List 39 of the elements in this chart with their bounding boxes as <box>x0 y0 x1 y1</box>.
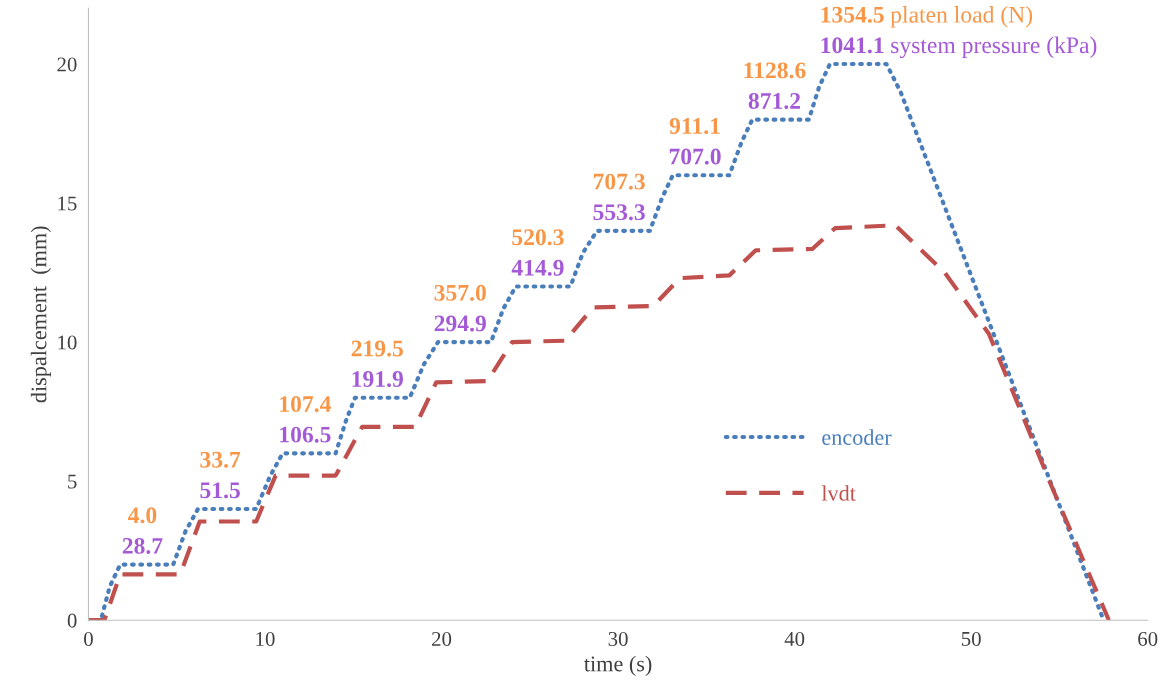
annotation: 28.7 <box>122 537 163 554</box>
x-tick-label: 20 <box>432 631 452 646</box>
annotation: 219.5 <box>351 340 403 357</box>
annotation: 414.9 <box>511 259 564 276</box>
y-tick-label: 10 <box>58 335 77 350</box>
annotation: system pressure (kPa) <box>891 36 1097 59</box>
annotation: 911.1 <box>669 118 720 135</box>
annotation: 1128.6 <box>744 62 806 79</box>
x-tick-label: 50 <box>961 631 981 646</box>
x-axis-title: time (s) <box>584 655 652 676</box>
legend-label: encoder <box>822 429 892 445</box>
y-tick-label: 15 <box>58 196 77 211</box>
legend-label: lvdt <box>821 485 856 501</box>
x-tick-label: 10 <box>256 631 275 646</box>
y-tick-label: 0 <box>67 613 77 628</box>
y-tick-label: 5 <box>68 474 77 489</box>
annotation: 294.9 <box>434 315 486 332</box>
line-series <box>88 223 1111 621</box>
annotation: 106.5 <box>280 426 331 443</box>
x-tick-label: 30 <box>608 631 628 646</box>
annotation: 107.4 <box>280 396 331 413</box>
annotation: 191.9 <box>352 371 403 388</box>
annotation: 871.2 <box>748 92 801 109</box>
y-tick-label: 20 <box>57 57 77 72</box>
annotation: 1041.1 <box>821 37 884 54</box>
annotation: 707.0 <box>669 148 721 165</box>
x-tick-label: 0 <box>84 631 93 646</box>
y-axis-title: dispalcement (mm) <box>30 226 51 403</box>
annotation: 51.5 <box>200 482 240 499</box>
annotation: platen load (N) <box>890 6 1033 28</box>
annotation: 1354.5 <box>821 6 884 23</box>
annotation: 553.3 <box>593 204 645 221</box>
x-tick-label: 60 <box>1138 631 1158 646</box>
annotation: 357.0 <box>434 284 486 301</box>
annotation: 4.0 <box>128 507 157 524</box>
x-tick-label: 40 <box>784 631 805 646</box>
annotation: 33.7 <box>200 451 241 468</box>
annotation: 707.3 <box>593 173 645 190</box>
annotation: 520.3 <box>512 229 564 246</box>
